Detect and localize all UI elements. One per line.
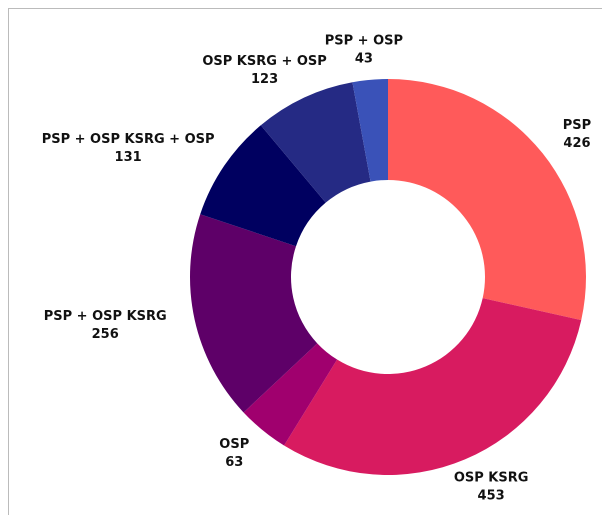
slice-value: 426: [563, 136, 590, 151]
slice-value: 123: [251, 72, 278, 87]
donut-slice: [200, 125, 326, 247]
donut-slice: [260, 82, 371, 203]
slice-label: PSP + OSP KSRG: [44, 309, 167, 324]
slice-value: 63: [225, 455, 243, 470]
slice-label: PSP + OSP KSRG + OSP: [42, 132, 215, 147]
donut-slice: [190, 214, 318, 413]
donut-slice: [284, 298, 582, 475]
slice-label: OSP KSRG + OSP: [202, 54, 326, 69]
donut-slice: [243, 343, 338, 446]
frame: [8, 8, 602, 515]
slice-label: PSP + OSP: [325, 33, 403, 48]
slice-value: 43: [355, 51, 373, 66]
slice-label: OSP: [219, 437, 249, 452]
slice-label: OSP KSRG: [454, 471, 529, 486]
slice-value: 256: [92, 327, 119, 342]
slice-value: 453: [478, 489, 505, 504]
donut-slice: [352, 79, 388, 182]
slice-label: PSP: [563, 118, 591, 133]
slice-value: 131: [115, 150, 142, 165]
donut-slice: [388, 79, 586, 321]
